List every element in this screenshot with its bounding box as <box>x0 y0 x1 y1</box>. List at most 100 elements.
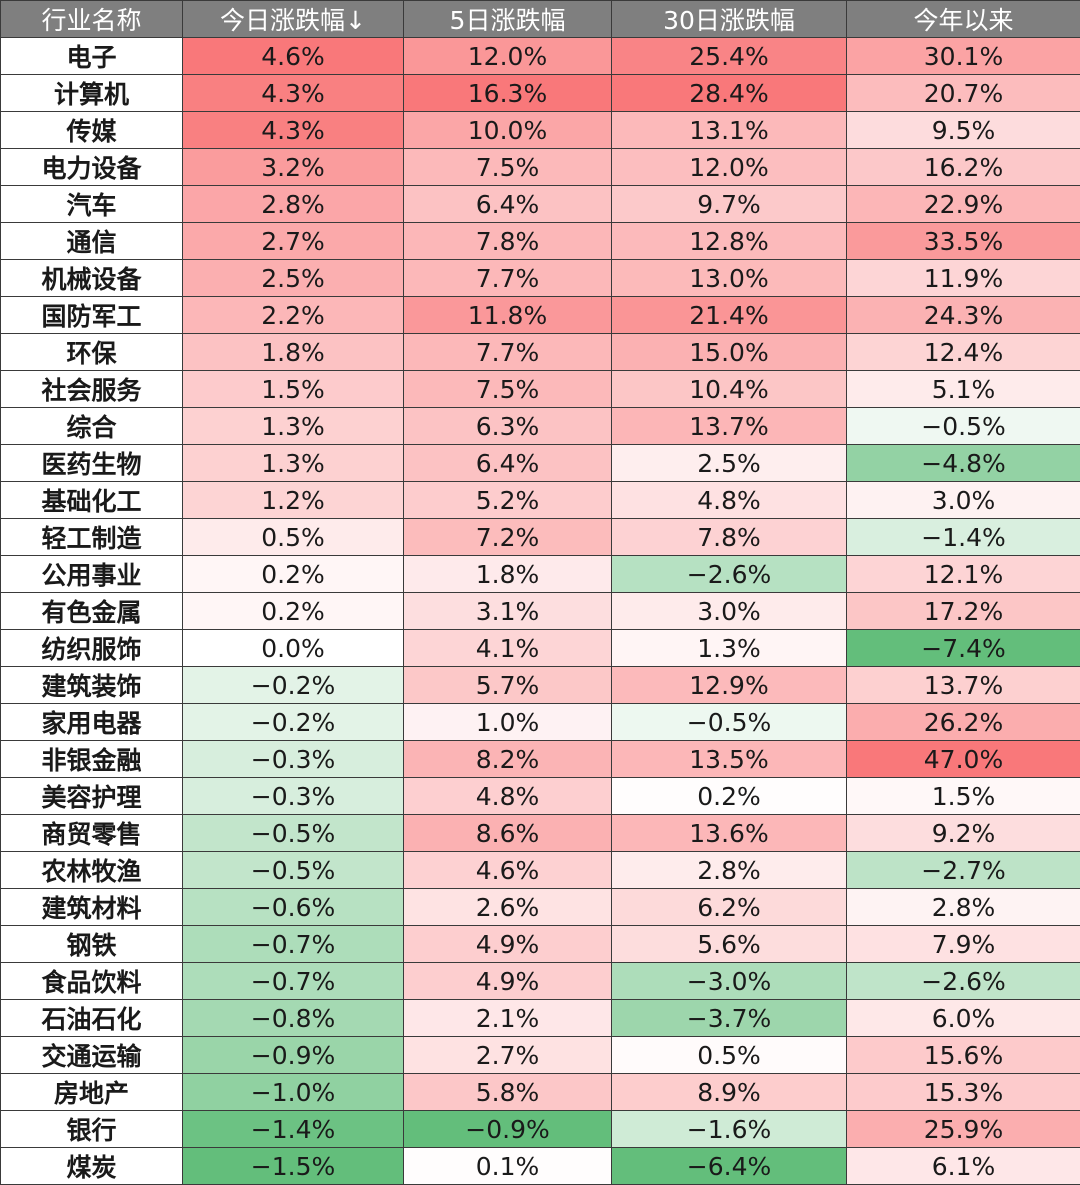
ytd-change-cell: 15.3% <box>847 1074 1080 1111</box>
sector-name-cell: 纺织服饰 <box>1 630 183 667</box>
ytd-change-cell: 9.2% <box>847 815 1080 852</box>
sector-name-cell: 家用电器 <box>1 704 183 741</box>
ytd-change-cell: 16.2% <box>847 149 1080 186</box>
today-change-cell: −0.2% <box>183 704 404 741</box>
sector-name-cell: 国防军工 <box>1 297 183 334</box>
ytd-change-cell: 30.1% <box>847 38 1080 75</box>
5day-change-cell: 7.5% <box>404 371 612 408</box>
30day-change-cell: −3.7% <box>612 1000 847 1037</box>
5day-change-cell: 4.9% <box>404 926 612 963</box>
table-row: 交通运输−0.9%2.7%0.5%15.6% <box>1 1037 1080 1074</box>
today-change-cell: −0.8% <box>183 1000 404 1037</box>
sector-name-cell: 环保 <box>1 334 183 371</box>
5day-change-cell: 7.2% <box>404 519 612 556</box>
today-change-cell: 2.7% <box>183 223 404 260</box>
ytd-change-cell: 17.2% <box>847 593 1080 630</box>
table-row: 钢铁−0.7%4.9%5.6%7.9% <box>1 926 1080 963</box>
5day-change-cell: 6.4% <box>404 186 612 223</box>
5day-change-cell: 2.7% <box>404 1037 612 1074</box>
header-30day-change[interactable]: 30日涨跌幅 <box>612 1 847 38</box>
sector-name-cell: 农林牧渔 <box>1 852 183 889</box>
ytd-change-cell: −7.4% <box>847 630 1080 667</box>
5day-change-cell: 2.6% <box>404 889 612 926</box>
30day-change-cell: 3.0% <box>612 593 847 630</box>
header-5day-change[interactable]: 5日涨跌幅 <box>404 1 612 38</box>
table-row: 建筑装饰−0.2%5.7%12.9%13.7% <box>1 667 1080 704</box>
today-change-cell: −0.7% <box>183 963 404 1000</box>
header-sector-name[interactable]: 行业名称 <box>1 1 183 38</box>
today-change-cell: 4.3% <box>183 75 404 112</box>
sector-name-cell: 建筑材料 <box>1 889 183 926</box>
table-row: 商贸零售−0.5%8.6%13.6%9.2% <box>1 815 1080 852</box>
30day-change-cell: −1.6% <box>612 1111 847 1148</box>
ytd-change-cell: −1.4% <box>847 519 1080 556</box>
ytd-change-cell: 7.9% <box>847 926 1080 963</box>
today-change-cell: 2.2% <box>183 297 404 334</box>
5day-change-cell: 10.0% <box>404 112 612 149</box>
ytd-change-cell: 22.9% <box>847 186 1080 223</box>
30day-change-cell: 1.3% <box>612 630 847 667</box>
ytd-change-cell: 5.1% <box>847 371 1080 408</box>
5day-change-cell: 4.1% <box>404 630 612 667</box>
sector-name-cell: 通信 <box>1 223 183 260</box>
5day-change-cell: 1.8% <box>404 556 612 593</box>
ytd-change-cell: 2.8% <box>847 889 1080 926</box>
ytd-change-cell: 6.1% <box>847 1148 1080 1185</box>
header-today-change[interactable]: 今日涨跌幅↓ <box>183 1 404 38</box>
30day-change-cell: 15.0% <box>612 334 847 371</box>
5day-change-cell: 8.2% <box>404 741 612 778</box>
30day-change-cell: 5.6% <box>612 926 847 963</box>
30day-change-cell: 25.4% <box>612 38 847 75</box>
sector-name-cell: 电力设备 <box>1 149 183 186</box>
sector-name-cell: 交通运输 <box>1 1037 183 1074</box>
30day-change-cell: 13.7% <box>612 408 847 445</box>
sector-name-cell: 钢铁 <box>1 926 183 963</box>
sector-name-cell: 基础化工 <box>1 482 183 519</box>
today-change-cell: 1.8% <box>183 334 404 371</box>
header-ytd-change[interactable]: 今年以来 <box>847 1 1080 38</box>
today-change-cell: −1.5% <box>183 1148 404 1185</box>
sector-name-cell: 电子 <box>1 38 183 75</box>
table-row: 美容护理−0.3%4.8%0.2%1.5% <box>1 778 1080 815</box>
sector-name-cell: 计算机 <box>1 75 183 112</box>
today-change-cell: −0.2% <box>183 667 404 704</box>
ytd-change-cell: 12.1% <box>847 556 1080 593</box>
sector-name-cell: 房地产 <box>1 1074 183 1111</box>
5day-change-cell: 3.1% <box>404 593 612 630</box>
ytd-change-cell: 15.6% <box>847 1037 1080 1074</box>
5day-change-cell: 0.1% <box>404 1148 612 1185</box>
today-change-cell: 0.2% <box>183 556 404 593</box>
ytd-change-cell: 1.5% <box>847 778 1080 815</box>
today-change-cell: 0.2% <box>183 593 404 630</box>
ytd-change-cell: 13.7% <box>847 667 1080 704</box>
ytd-change-cell: 20.7% <box>847 75 1080 112</box>
ytd-change-cell: 26.2% <box>847 704 1080 741</box>
today-change-cell: 1.3% <box>183 445 404 482</box>
sector-name-cell: 轻工制造 <box>1 519 183 556</box>
ytd-change-cell: 12.4% <box>847 334 1080 371</box>
30day-change-cell: 12.9% <box>612 667 847 704</box>
30day-change-cell: 0.2% <box>612 778 847 815</box>
sector-name-cell: 石油石化 <box>1 1000 183 1037</box>
table-row: 银行−1.4%−0.9%−1.6%25.9% <box>1 1111 1080 1148</box>
30day-change-cell: −6.4% <box>612 1148 847 1185</box>
ytd-change-cell: 9.5% <box>847 112 1080 149</box>
5day-change-cell: 7.7% <box>404 260 612 297</box>
today-change-cell: 4.3% <box>183 112 404 149</box>
sector-name-cell: 建筑装饰 <box>1 667 183 704</box>
sector-name-cell: 医药生物 <box>1 445 183 482</box>
sector-name-cell: 煤炭 <box>1 1148 183 1185</box>
today-change-cell: 1.3% <box>183 408 404 445</box>
30day-change-cell: 4.8% <box>612 482 847 519</box>
ytd-change-cell: −0.5% <box>847 408 1080 445</box>
